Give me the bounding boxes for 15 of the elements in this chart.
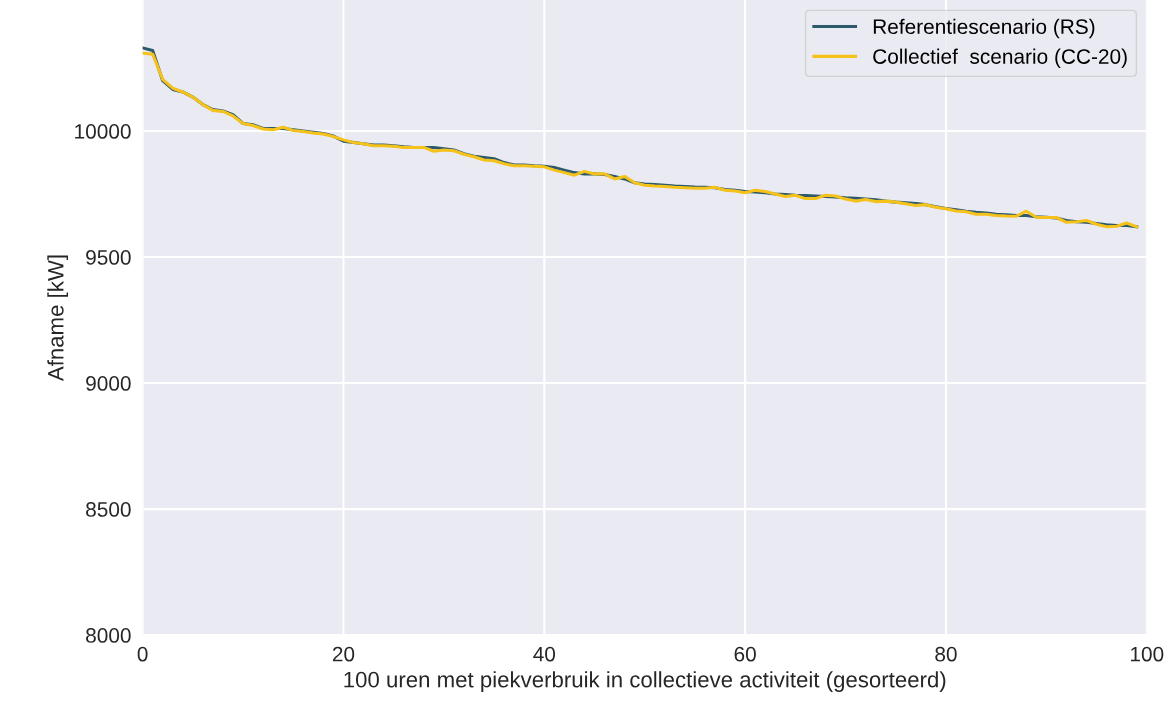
- y-tick-label: 8500: [86, 502, 131, 517]
- x-tick-label: 20: [332, 646, 355, 662]
- x-tick-label: 80: [935, 646, 957, 662]
- legend-label: Referentiescenario (RS): [873, 18, 1095, 39]
- y-axis-title: Afname [kW]: [47, 255, 69, 382]
- y-tick-label: 9500: [86, 250, 131, 265]
- x-tick-label: 40: [533, 646, 556, 662]
- x-tick-label: 0: [137, 646, 148, 662]
- x-tick-label: 60: [734, 646, 756, 662]
- x-tick-label: 100: [1131, 646, 1164, 662]
- y-tick-label: 8000: [86, 628, 131, 643]
- y-tick-label: 9000: [86, 376, 131, 391]
- x-axis-title: 100 uren met piekverbruik in collectieve activiteit (gesorteerd): [344, 671, 946, 692]
- legend-label: Collectief scenario (CC-20): [873, 48, 1127, 68]
- y-tick-label: 10000: [75, 124, 131, 139]
